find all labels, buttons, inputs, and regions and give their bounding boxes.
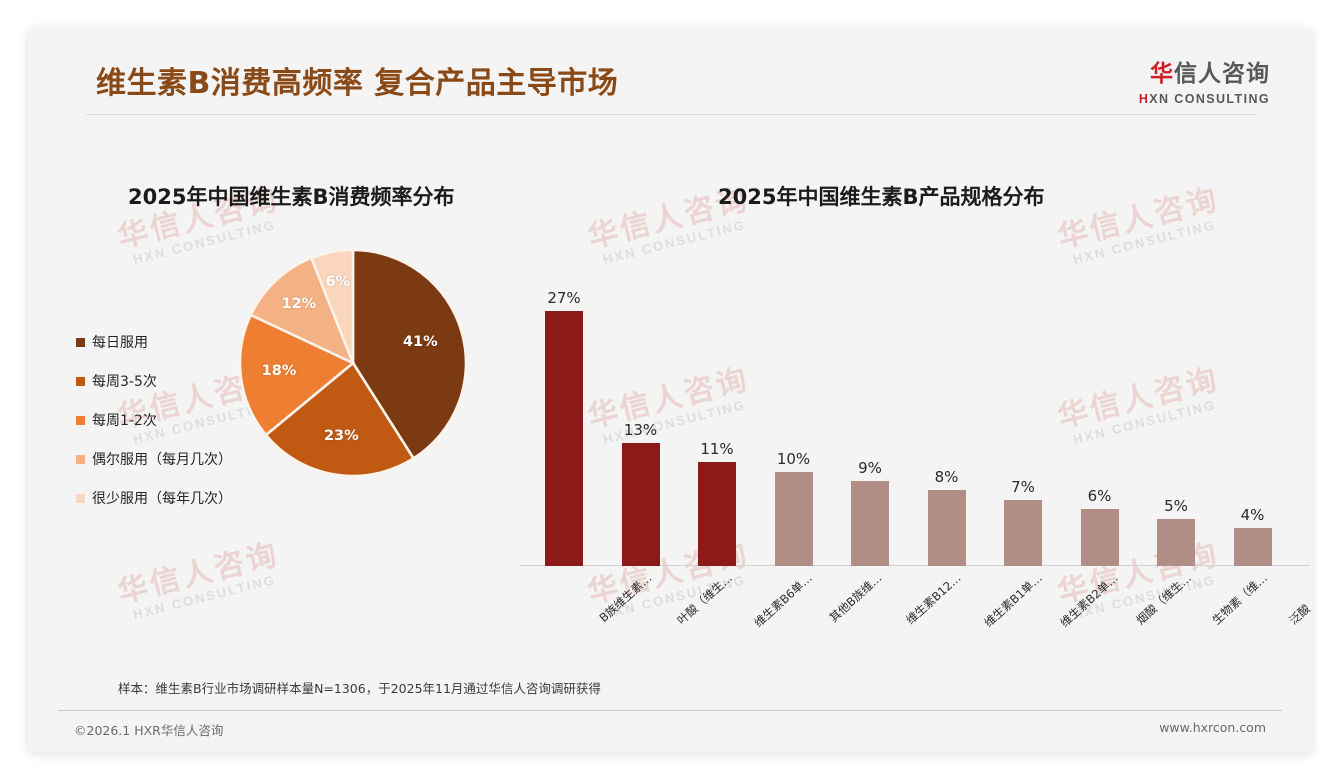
pie-legend-item[interactable]: 每周1-2次: [76, 411, 226, 432]
bar-group: 27%: [545, 285, 583, 566]
bar-value-label: 6%: [1087, 487, 1112, 506]
pie-chart-title: 2025年中国维生素B消费频率分布: [128, 185, 455, 209]
bar-category-label: 生物素（维…: [1209, 570, 1271, 628]
bar-category-label: 维生素B12…: [903, 570, 964, 628]
pie-legend-label: 很少服用（每年几次）: [92, 491, 232, 507]
pie-slice-label: 12%: [281, 296, 317, 313]
website-url: www.hxrcon.com: [1159, 720, 1266, 735]
pie-legend: 每日服用每周3-5次 每周1-2次偶尔服用（每月几次） 很少服用（每年几次）: [76, 333, 232, 528]
bar-rect[interactable]: [698, 462, 736, 566]
legend-swatch-icon: [76, 377, 85, 386]
bar-value-label: 27%: [547, 289, 581, 307]
bar-category-label: 维生素B2单…: [1057, 570, 1121, 630]
bar-value-label: 5%: [1164, 496, 1188, 515]
company-logo: 华信人咨询 HXN CONSULTING: [1139, 54, 1270, 106]
bar-rect[interactable]: [927, 490, 966, 566]
bar-chart-title: 2025年中国维生素B产品规格分布: [718, 185, 1045, 209]
bar-category-label: B族维生素…: [596, 570, 655, 625]
bar-rect[interactable]: [621, 443, 660, 566]
bar-group: 6%: [1080, 483, 1119, 566]
pie-slice[interactable]: [249, 256, 356, 366]
bar-value-label: 10%: [776, 449, 811, 468]
pie-legend-item[interactable]: 偶尔服用（每月几次）: [76, 450, 232, 471]
pie-legend-item[interactable]: 很少服用（每年几次）: [76, 489, 232, 510]
bar-category-label: 叶酸（维生…: [673, 570, 735, 628]
bar-category-label: 其他B族维…: [825, 570, 884, 625]
logo-cn-red: 华: [1150, 61, 1174, 87]
bar-group: 8%: [927, 464, 966, 566]
bar-category-label: 维生素B1单…: [980, 570, 1045, 630]
bar-rect[interactable]: [545, 311, 583, 566]
bar-value-label: 8%: [934, 468, 959, 487]
pie-legend-label: 每周1-2次: [92, 413, 157, 429]
pie-slice-label: 18%: [261, 363, 297, 380]
footer-divider: [58, 710, 1282, 711]
bar-value-label: 4%: [1240, 506, 1265, 525]
source-footnote: 样本：维生素B行业市场调研样本量N=1306，于2025年11月通过华信人咨询调…: [118, 681, 601, 696]
page-title: 维生素B消费高频率 复合产品主导市场: [96, 66, 619, 101]
copyright-text: ©2026.1 HXR华信人咨询: [74, 723, 224, 738]
pie-chart: [213, 233, 493, 518]
pie-slice[interactable]: [264, 361, 416, 478]
bar-category-label: 维生素B6单…: [751, 570, 815, 630]
bar-chart-panel: 27% B族维生素… 13% 叶酸（维生… 11% 维生素B6单… 10% 其他B族维… 9% 维…: [498, 218, 1312, 658]
bar-value-label: 11%: [700, 440, 734, 459]
pie-legend-label: 偶尔服用（每月几次）: [92, 452, 232, 468]
legend-swatch-icon: [76, 455, 85, 464]
legend-swatch-icon: [76, 338, 85, 347]
bar-baseline-axis: [520, 565, 1310, 566]
bar-rect[interactable]: [1080, 509, 1119, 566]
bar-group: 11%: [698, 436, 736, 566]
bar-category-label: 泛酸（维生…: [1285, 570, 1312, 628]
logo-cn-gray: 信人咨询: [1174, 61, 1270, 87]
pie-slice-label: 41%: [402, 334, 438, 351]
bar-rect[interactable]: [774, 471, 813, 566]
bar-rect[interactable]: [851, 481, 889, 566]
bar-rect[interactable]: [1157, 518, 1195, 566]
pie-legend-item[interactable]: 每周3-5次: [76, 372, 226, 393]
pie-slice-label: 6%: [325, 274, 351, 291]
pie-slice-label: 23%: [323, 427, 359, 444]
title-divider: [86, 114, 1256, 115]
bar-group: 4%: [1233, 502, 1272, 566]
pie-legend-label: 每日服用: [92, 335, 148, 351]
bar-category-label: 烟酸（维生…: [1132, 570, 1194, 628]
bar-value-label: 9%: [858, 459, 882, 477]
bar-group: 7%: [1004, 474, 1042, 566]
pie-chart-svg: [238, 248, 468, 478]
slide-canvas: 华信人咨询 HXN CONSULTING 华信人咨询 HXN CONSULTING …: [28, 28, 1312, 752]
bar-rect[interactable]: [1004, 499, 1042, 566]
legend-swatch-icon: [76, 416, 85, 425]
logo-en-red: H: [1138, 92, 1150, 106]
pie-slice[interactable]: [309, 248, 355, 364]
bar-value-label: 13%: [623, 421, 658, 440]
slide-header: 维生素B消费高频率 复合产品主导市场 华信人咨询 HXN CONSULTING: [28, 28, 1312, 120]
bar-rect[interactable]: [1233, 528, 1272, 566]
logo-en-gray: XN CONSULTING: [1149, 92, 1270, 106]
pie-chart-panel: 每日服用每周3-5次 每周1-2次偶尔服用（每月几次） 很少服用（每年几次） 41%…: [28, 218, 498, 618]
legend-swatch-icon: [76, 494, 85, 503]
pie-legend-label: 每周3-5次: [92, 374, 157, 390]
pie-legend-item[interactable]: 每日服用: [76, 333, 226, 354]
bar-group: 5%: [1157, 493, 1195, 566]
bar-group: 10%: [774, 446, 813, 566]
bar-value-label: 7%: [1011, 477, 1035, 496]
bar-group: 13%: [621, 417, 660, 566]
bar-group: 9%: [851, 455, 889, 566]
pie-slice[interactable]: [238, 313, 356, 437]
